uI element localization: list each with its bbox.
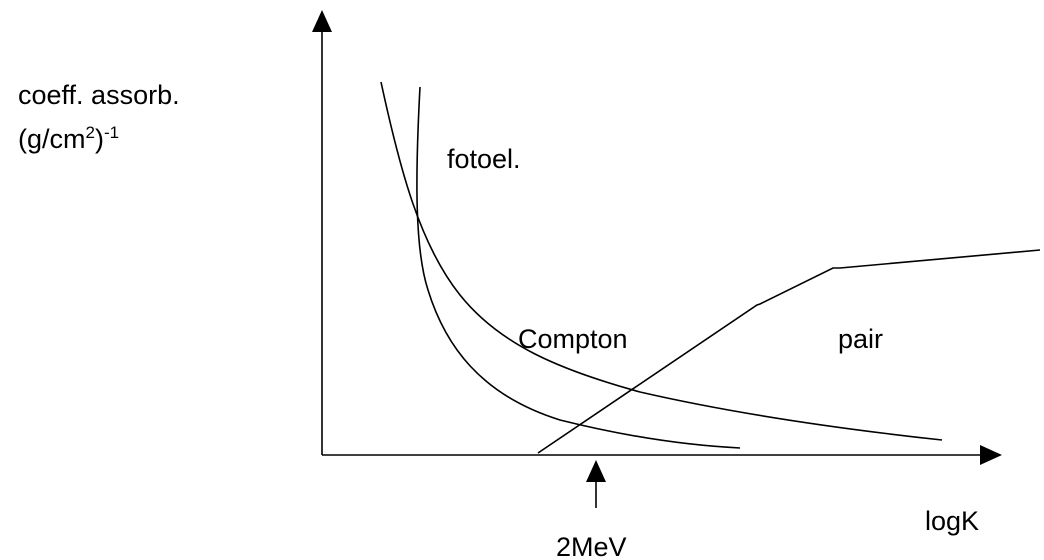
compton-curve: [380, 81, 943, 441]
unit: (g/cm: [18, 124, 86, 154]
fotoel-curve: [416, 86, 741, 449]
curve-label: fotoel.: [447, 144, 521, 174]
curve-label: Compton: [518, 324, 628, 354]
y-label-line1: coeff. assorb.: [18, 80, 180, 110]
exp: -1: [104, 123, 119, 142]
pair-curve: [537, 249, 1041, 454]
exp: 2: [86, 123, 95, 142]
curve-label: pair: [838, 324, 883, 354]
x-label: logK: [925, 506, 979, 536]
unit-close: ): [95, 124, 104, 154]
y-label-line2: (g/cm2)-1: [18, 123, 119, 154]
marker-label: 2MeV: [556, 532, 627, 560]
